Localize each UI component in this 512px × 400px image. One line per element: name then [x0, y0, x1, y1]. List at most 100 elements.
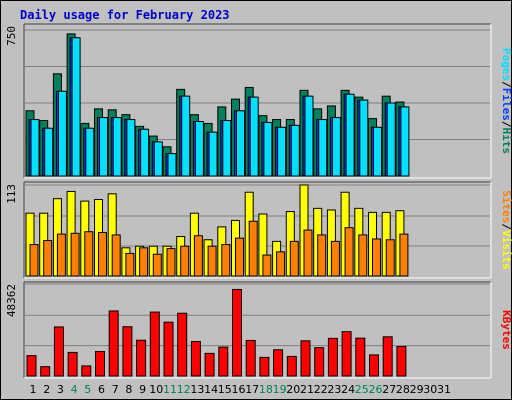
bar-pages-day-13 [194, 120, 204, 177]
bar-kbytes-day-6 [95, 350, 105, 377]
bar-sites-day-3 [56, 233, 66, 277]
x-tick-label-day-19: 19 [273, 383, 287, 396]
bar-sites-day-1 [29, 244, 39, 277]
bar-sites-day-8 [125, 252, 135, 277]
panel-hits-files-pages-legend-part-0: Pages [500, 48, 512, 81]
x-tick-label-day-7: 7 [112, 383, 119, 396]
bar-pages-day-9 [140, 128, 150, 177]
bar-kbytes-day-17 [245, 339, 256, 377]
bar-pages-day-16 [236, 110, 245, 177]
bar-sites-day-15 [221, 244, 231, 277]
bar-pages-day-28 [400, 106, 410, 177]
bar-pages-day-12 [181, 95, 191, 177]
x-tick-label-day-4: 4 [71, 383, 78, 396]
x-tick-label-day-10: 10 [149, 383, 163, 396]
panel-hits-files-pages-legend: Pages/Files/Hits [500, 48, 512, 154]
bar-pages-day-15 [222, 120, 232, 177]
x-tick-label-day-15: 15 [218, 383, 232, 396]
bar-pages-day-11 [167, 153, 177, 177]
panel-hits-files-pages-legend-part-4: Hits [500, 128, 512, 155]
bar-sites-day-4 [70, 232, 80, 277]
panel-visits-sites-legend-part-0: Sites [500, 190, 512, 223]
bar-pages-day-3 [57, 90, 67, 177]
bar-pages-day-5 [85, 127, 95, 177]
panel-kbytes-legend: KBytes [500, 310, 512, 350]
bar-pages-day-10 [153, 141, 163, 177]
bar-sites-day-19 [276, 251, 286, 277]
bar-sites-day-7 [111, 234, 121, 277]
panel-kbytes-legend-part-0: KBytes [500, 310, 512, 350]
bar-pages-day-18 [263, 121, 273, 177]
x-tick-label-day-12: 12 [177, 383, 191, 396]
bar-kbytes-day-24 [341, 331, 352, 377]
bar-sites-day-11 [166, 248, 176, 277]
bar-kbytes-day-12 [177, 312, 188, 377]
x-tick-label-day-1: 1 [30, 383, 37, 396]
chart-title: Daily usage for February 2023 [20, 8, 230, 22]
panel-visits-sites-legend-part-2: Visits [500, 230, 512, 270]
bar-sites-day-25 [358, 234, 368, 277]
bar-kbytes-day-20 [286, 355, 297, 377]
bar-pages-day-24 [345, 93, 355, 177]
bar-kbytes-day-2 [40, 366, 51, 377]
panel-hits-files-pages-legend-part-3: / [500, 121, 512, 128]
panel-visits-sites-legend: Sites/Visits [500, 190, 512, 270]
bar-sites-day-9 [139, 247, 149, 277]
bar-pages-day-23 [331, 117, 341, 177]
x-tick-label-day-17: 17 [245, 383, 259, 396]
bar-sites-day-10 [152, 253, 162, 277]
bar-sites-day-23 [330, 240, 340, 277]
bar-kbytes-day-14 [204, 352, 215, 377]
x-tick-label-day-28: 28 [396, 383, 410, 396]
x-tick-label-day-14: 14 [204, 383, 218, 396]
x-tick-label-day-11: 11 [163, 383, 177, 396]
bar-pages-day-27 [386, 102, 396, 177]
bar-kbytes-day-19 [273, 349, 284, 377]
panel-visits-sites-legend-part-1: / [500, 223, 512, 230]
bar-sites-day-2 [43, 240, 53, 277]
x-tick-label-day-8: 8 [125, 383, 132, 396]
x-tick-label-day-26: 26 [369, 383, 383, 396]
bar-kbytes-day-7 [108, 310, 119, 377]
bar-kbytes-day-26 [369, 354, 379, 377]
x-tick-label-day-5: 5 [84, 383, 91, 396]
x-tick-label-day-3: 3 [57, 383, 64, 396]
bar-pages-day-4 [71, 37, 81, 177]
bar-kbytes-day-4 [67, 351, 78, 377]
bar-sites-day-17 [248, 220, 258, 277]
bar-sites-day-6 [98, 232, 107, 277]
bar-sites-day-24 [344, 227, 354, 277]
x-tick-label-day-2: 2 [43, 383, 50, 396]
x-tick-label-day-6: 6 [98, 383, 105, 396]
panel-kbytes-max-label: 48362 [5, 284, 18, 317]
bar-kbytes-day-5 [81, 365, 92, 377]
bar-pages-day-2 [44, 127, 54, 177]
x-tick-label-day-21: 21 [300, 383, 314, 396]
bar-kbytes-day-18 [259, 356, 270, 377]
bar-sites-day-26 [372, 238, 381, 277]
bar-kbytes-day-1 [26, 355, 37, 377]
x-tick-label-day-13: 13 [190, 383, 204, 396]
bar-kbytes-day-23 [327, 337, 338, 377]
bar-kbytes-day-16 [232, 288, 242, 377]
panel-visits-sites-max-label: 113 [5, 184, 18, 204]
x-tick-label-day-24: 24 [341, 383, 355, 396]
bar-pages-day-8 [126, 119, 136, 177]
x-tick-label-day-27: 27 [382, 383, 396, 396]
bar-kbytes-day-25 [355, 337, 366, 377]
x-tick-label-day-25: 25 [355, 383, 369, 396]
bar-pages-day-7 [112, 117, 122, 177]
panel-hits-files-pages-legend-part-2: Files [500, 88, 512, 121]
x-tick-label-day-31: 31 [437, 383, 451, 396]
bar-kbytes-day-28 [396, 346, 407, 377]
bar-sites-day-16 [235, 237, 244, 277]
bar-kbytes-day-10 [149, 311, 160, 377]
bar-pages-day-14 [208, 131, 218, 177]
bar-kbytes-day-9 [136, 339, 147, 377]
x-tick-label-day-16: 16 [232, 383, 246, 396]
bar-kbytes-day-21 [300, 340, 311, 377]
x-tick-label-day-18: 18 [259, 383, 273, 396]
bar-pages-day-20 [290, 124, 300, 177]
bar-pages-day-25 [359, 99, 369, 177]
panel-kbytes-plot [24, 282, 491, 378]
